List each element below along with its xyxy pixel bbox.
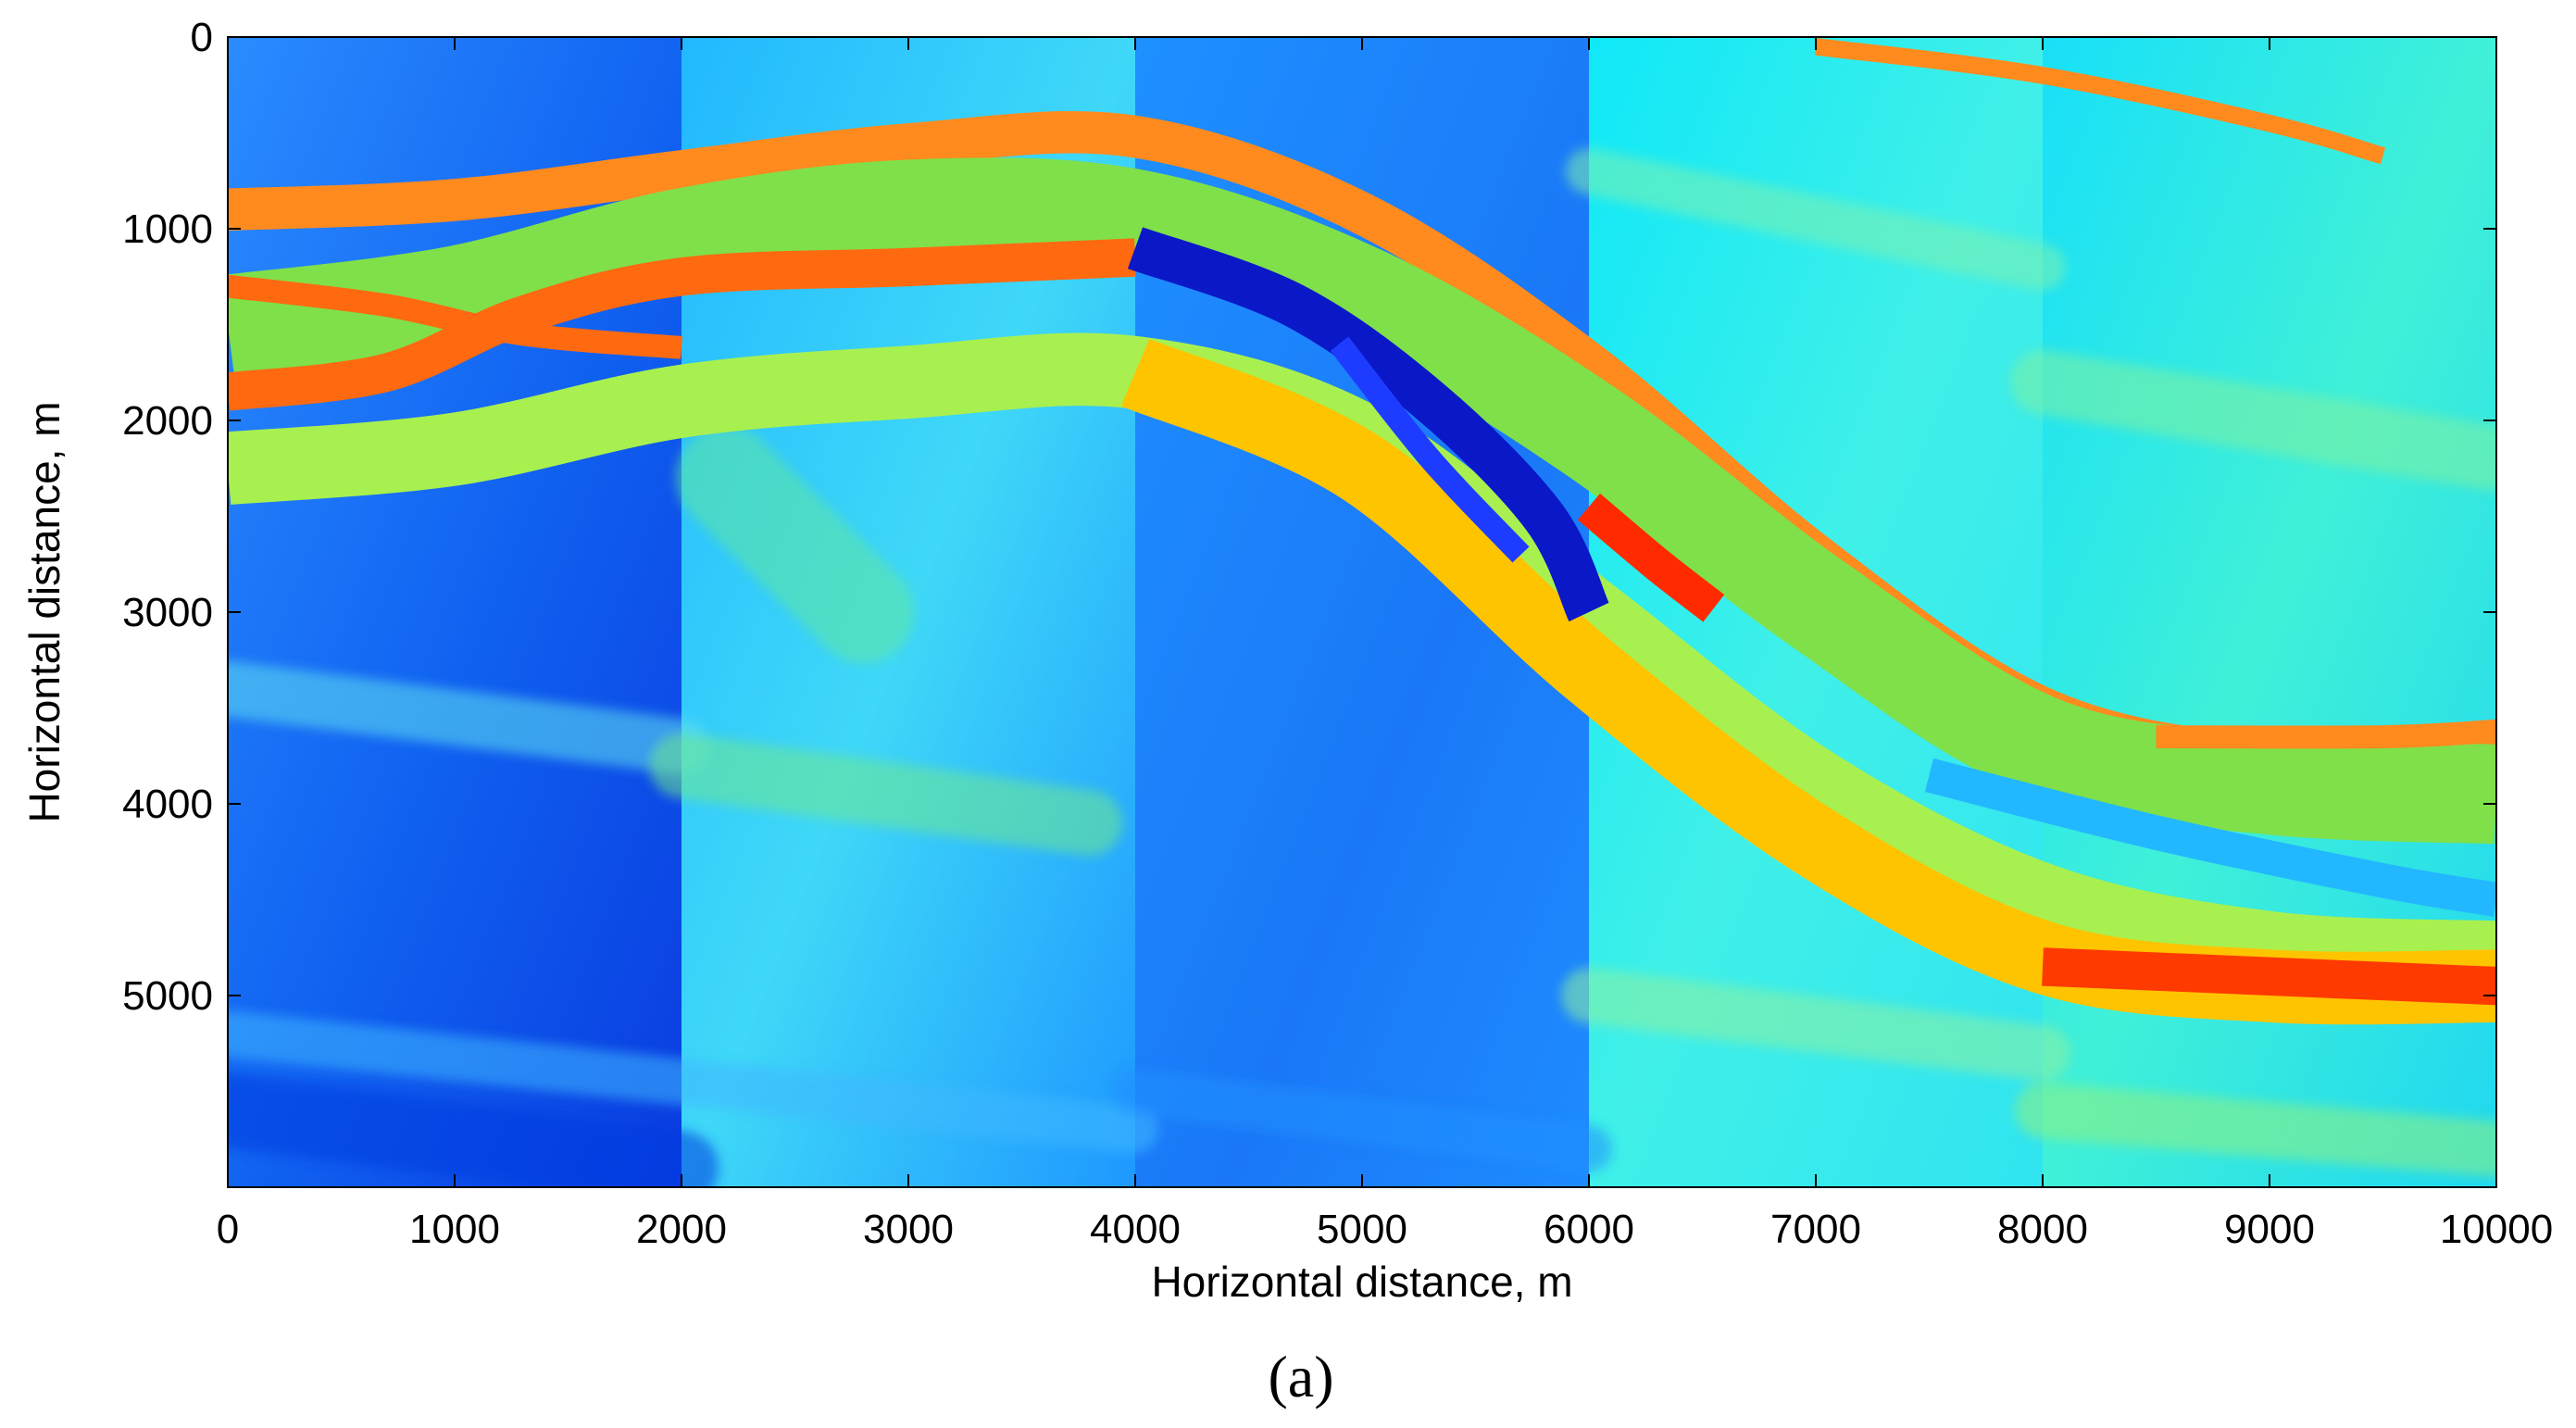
background-streak-9 xyxy=(676,427,914,663)
background-streak-6 xyxy=(2010,349,2496,492)
y-tick-label: 5000 xyxy=(122,973,213,1019)
x-tick-label: 4000 xyxy=(1090,1207,1181,1252)
background-streak-2 xyxy=(228,1010,1158,1153)
y-axis: 0 1000 2000 3000 4000 5000 xyxy=(122,15,2496,1019)
x-tick-label: 2000 xyxy=(636,1207,727,1252)
upper-green-zone xyxy=(228,157,2496,845)
dark-blue-lens-inner xyxy=(1330,336,1530,563)
bands xyxy=(228,38,2496,1025)
y-tick-label: 2000 xyxy=(122,398,213,444)
background-streak-3 xyxy=(649,733,1122,856)
background-streak-1 xyxy=(228,660,709,774)
x-tick-label: 0 xyxy=(217,1207,239,1252)
background-streak-5 xyxy=(1561,968,2070,1082)
background-streak-7 xyxy=(2015,1083,2496,1177)
right-upper-orange xyxy=(2156,719,2496,749)
x-tick-label: 8000 xyxy=(1997,1207,2088,1252)
background-streak-10 xyxy=(1112,1068,1612,1172)
dark-blue-lens xyxy=(1127,227,1609,622)
x-axis: 0 1000 2000 3000 4000 5000 6000 7000 8000 9000 100… xyxy=(217,37,2553,1252)
x-tick-label: 9000 xyxy=(2224,1207,2315,1252)
red-wedge xyxy=(1577,493,1725,622)
right-red-band xyxy=(2042,947,2496,1006)
y-axis-label: Horizontal distance, m xyxy=(20,401,69,822)
top-right-orange xyxy=(1814,38,2386,165)
background-streaks xyxy=(228,147,2496,1187)
background-streak-8 xyxy=(1566,147,2066,291)
x-tick-label: 5000 xyxy=(1317,1207,1407,1252)
plot-area xyxy=(228,37,2496,1187)
crossing-band-a xyxy=(228,238,1136,411)
x-axis-label: Horizontal distance, m xyxy=(1151,1258,1572,1306)
x-tick-label: 10000 xyxy=(2440,1207,2553,1252)
crossing-band-b xyxy=(228,274,683,359)
y-tick-label: 3000 xyxy=(122,590,213,635)
y-tick-label: 4000 xyxy=(122,782,213,827)
x-tick-label: 1000 xyxy=(409,1207,500,1252)
y-tick-label: 1000 xyxy=(122,207,213,252)
y-tick-label: 0 xyxy=(191,15,213,60)
figure-caption: (a) xyxy=(1268,1344,1333,1409)
right-cyan-band xyxy=(1924,758,2496,917)
background-streak-4 xyxy=(228,1073,719,1187)
x-tick-label: 3000 xyxy=(863,1207,954,1252)
x-tick-label: 6000 xyxy=(1544,1207,1634,1252)
x-tick-label: 7000 xyxy=(1770,1207,1861,1252)
